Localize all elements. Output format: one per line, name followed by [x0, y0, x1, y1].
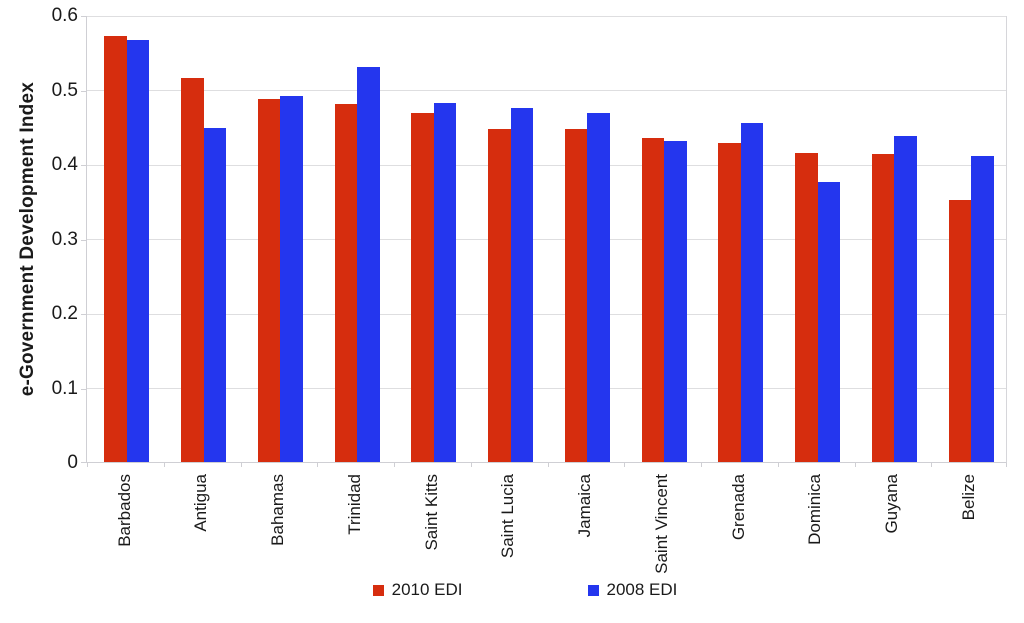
x-category-label-bahamas: Bahamas [268, 474, 288, 546]
legend-item-2010-edi: 2010 EDI [372, 580, 463, 600]
x-tick-mark [394, 463, 395, 467]
y-tick-label-0.2: 0.2 [51, 303, 78, 324]
x-category-label-dominica: Dominica [805, 474, 825, 545]
x-category-label-barbados: Barbados [114, 474, 134, 547]
y-tick-mark [81, 239, 86, 241]
bar-2008-edi-grenada [740, 123, 764, 462]
x-category-cell-saint-lucia: Saint Lucia [470, 474, 547, 576]
x-category-cell-guyana: Guyana [854, 474, 931, 576]
x-category-label-guyana: Guyana [882, 474, 902, 534]
x-category-cell-saint-kitts: Saint Kitts [393, 474, 470, 576]
x-tick-mark [854, 463, 856, 467]
x-category-cell-saint-vincent: Saint Vincent [623, 474, 700, 576]
x-category-label-saint-vincent: Saint Vincent [651, 474, 671, 574]
x-tick-mark [701, 463, 702, 467]
bar-2010-edi-barbados [104, 36, 127, 462]
bar-2010-edi-grenada [718, 143, 741, 462]
x-category-cell-barbados: Barbados [86, 474, 163, 576]
y-tick-mark [81, 90, 86, 92]
bar-2008-edi-bahamas [280, 95, 303, 462]
y-tick-mark [81, 16, 86, 17]
y-tick-label-0.5: 0.5 [51, 79, 78, 101]
x-category-cell-grenada: Grenada [700, 474, 777, 576]
x-category-cell-bahamas: Bahamas [240, 474, 317, 576]
gridline-0.5 [87, 90, 1006, 91]
bar-2010-edi-saint-lucia [488, 128, 511, 462]
bar-2010-edi-jamaica [564, 129, 588, 462]
y-tick-label-0.3: 0.3 [51, 228, 78, 250]
y-tick-mark [81, 388, 86, 390]
x-category-cell-trinidad: Trinidad [316, 474, 393, 576]
bar-2008-edi-saint-lucia [510, 108, 534, 462]
gridline-0.6 [87, 15, 1006, 17]
x-category-cell-belize: Belize [930, 474, 1007, 576]
y-tick-mark [81, 462, 86, 463]
bar-2010-edi-saint-kitts [411, 112, 434, 462]
bar-2008-edi-trinidad [357, 66, 380, 462]
bar-2008-edi-saint-vincent [664, 141, 687, 462]
legend-label-2008-edi: 2008 EDI [606, 580, 678, 599]
bar-2008-edi-barbados [126, 39, 150, 462]
legend: 2010 EDI 2008 EDI [0, 580, 1024, 600]
y-tick-mark [81, 165, 86, 166]
bar-2010-edi-trinidad [334, 104, 358, 462]
x-category-label-grenada: Grenada [728, 474, 748, 541]
x-category-label-jamaica: Jamaica [575, 474, 595, 538]
x-tick-mark [547, 463, 549, 467]
x-axis-category-labels: Barbados Antigua Bahamas Trinidad Saint Kitt… [86, 474, 1007, 576]
x-category-cell-jamaica: Jamaica [547, 474, 624, 576]
bar-2010-edi-saint-vincent [641, 137, 665, 462]
bar-2010-edi-belize [948, 200, 972, 462]
y-tick-label-0.4: 0.4 [51, 154, 78, 175]
bar-2008-edi-guyana [894, 136, 917, 462]
y-axis-tick-labels: 0 0.1 0.2 0.3 0.4 0.5 0.6 [0, 5, 78, 473]
x-category-label-trinidad: Trinidad [344, 474, 364, 535]
x-category-label-saint-lucia: Saint Lucia [498, 474, 518, 559]
gridline-0.4 [87, 164, 1006, 166]
gridline-0.3 [87, 239, 1006, 240]
y-tick-label-0.1: 0.1 [51, 377, 78, 399]
x-tick-mark [87, 463, 88, 467]
bar-2008-edi-jamaica [587, 113, 610, 462]
x-tick-mark [240, 463, 242, 467]
y-tick-label-0.6: 0.6 [51, 5, 78, 26]
gridline-0.1 [87, 388, 1006, 389]
plot-area [81, 15, 1007, 467]
x-category-cell-antigua: Antigua [163, 474, 240, 576]
x-category-cell-dominica: Dominica [777, 474, 854, 576]
bar-2008-edi-saint-kitts [433, 103, 457, 462]
legend-label-2010-edi: 2010 EDI [391, 580, 463, 599]
x-category-label-saint-kitts: Saint Kitts [421, 474, 441, 551]
y-tick-label-0: 0 [67, 452, 78, 473]
bar-2010-edi-dominica [795, 152, 818, 462]
legend-swatch-2008-edi [587, 584, 599, 596]
x-tick-mark [163, 463, 165, 467]
legend-item-2008-edi: 2008 EDI [587, 580, 678, 600]
gridline-0.2 [87, 313, 1006, 315]
bar-2008-edi-antigua [203, 127, 227, 462]
x-category-label-belize: Belize [958, 474, 978, 521]
bar-2008-edi-dominica [817, 182, 841, 462]
x-tick-mark [777, 463, 779, 467]
bar-2010-edi-bahamas [257, 99, 281, 462]
bar-2010-edi-antigua [181, 78, 204, 462]
y-tick-mark [81, 314, 86, 315]
legend-swatch-2010-edi [372, 584, 384, 596]
x-tick-mark [624, 463, 626, 467]
x-tick-mark [317, 463, 319, 467]
bar-2008-edi-belize [971, 156, 994, 462]
x-tick-mark [931, 463, 933, 467]
x-tick-mark [470, 463, 472, 467]
x-tick-mark [1006, 463, 1007, 467]
x-category-label-antigua: Antigua [191, 474, 211, 532]
bar-2010-edi-guyana [871, 153, 895, 462]
